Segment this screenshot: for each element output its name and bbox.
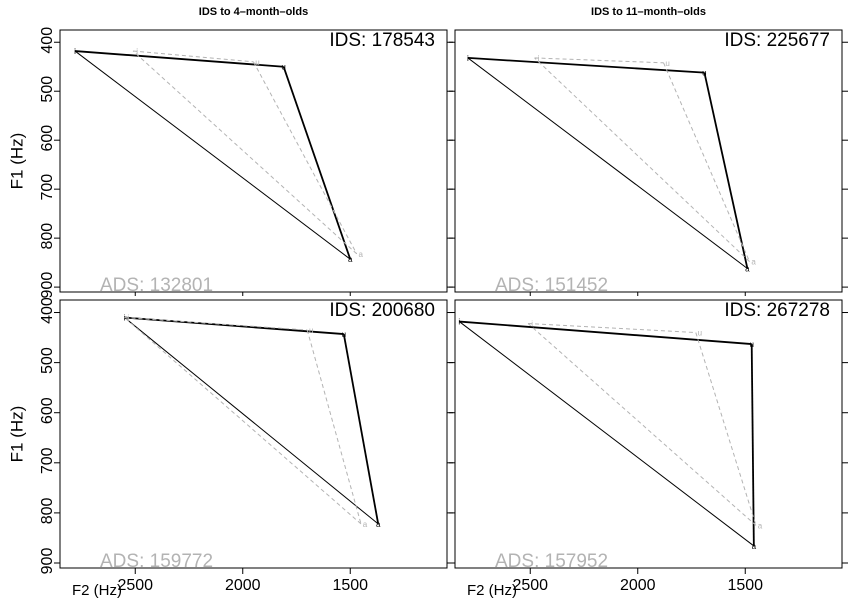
ads-edge-u-a (695, 332, 757, 526)
ids-edge-u-a (342, 333, 380, 525)
ads-point-i: i (538, 54, 540, 63)
ads-point-i: i (128, 314, 130, 323)
ids-point-i: i (458, 318, 460, 327)
ads-edge-a-i (124, 317, 362, 525)
ids-edge-a-i (458, 321, 755, 547)
ids-point-i: i (74, 47, 76, 56)
y-tick-label: 500 (39, 347, 56, 374)
x-tick-label: 2500 (117, 577, 153, 594)
ids-point-u: u (702, 69, 706, 78)
ads-edge-a-i (527, 323, 757, 526)
ids-edge-i-u (74, 50, 284, 68)
ids-value-label: IDS: 267278 (724, 300, 830, 321)
y-axis-label: F1 (Hz) (7, 406, 26, 463)
x-tick-label: 1500 (727, 577, 763, 594)
ads-edge-u-a (306, 329, 362, 525)
ids-value-label: IDS: 225677 (724, 30, 830, 51)
y-tick-label: 600 (39, 125, 56, 152)
y-tick-label: 400 (39, 297, 56, 324)
ads-edge-u-a (253, 61, 358, 255)
ids-point-a: a (752, 542, 757, 551)
ads-edge-i-u (133, 50, 254, 63)
ads-point-u: u (698, 329, 702, 338)
ads-edge-a-i (534, 57, 750, 263)
y-tick-label: 400 (39, 27, 56, 54)
ads-point-u: u (255, 58, 259, 67)
plot-frame (454, 299, 843, 569)
panel-title-2: IDS to 11–month–olds (591, 6, 706, 18)
ads-point-a: a (751, 258, 756, 267)
plot-frame (59, 29, 448, 293)
ids-point-i: i (467, 54, 469, 63)
x-tick-label: 2000 (225, 577, 261, 594)
ads-edge-a-i (132, 50, 358, 255)
panel-title-1: IDS to 4–month–olds (199, 6, 308, 18)
ids-edge-i-u (459, 320, 752, 345)
ids-point-u: u (749, 340, 753, 349)
ids-point-a: a (348, 255, 353, 264)
ads-value-label: ADS: 159772 (100, 551, 213, 572)
y-tick-label: 900 (39, 272, 56, 299)
ads-point-i: i (531, 320, 533, 329)
ads-point-a: a (358, 250, 363, 259)
ads-edge-i-u (534, 57, 664, 64)
ads-point-a: a (363, 520, 368, 529)
ids-edge-a-i (124, 317, 379, 525)
ads-point-u: u (309, 326, 313, 335)
ids-point-a: a (376, 520, 381, 529)
y-tick-label: 800 (39, 223, 56, 250)
x-tick-label: 1500 (332, 577, 368, 594)
ids-value-label: IDS: 178543 (329, 30, 435, 51)
x-tick-label: 2500 (512, 577, 548, 594)
ids-edge-a-i (467, 57, 748, 269)
ids-edge-i-u (467, 57, 705, 74)
y-axis-label: F1 (Hz) (7, 133, 26, 190)
y-tick-label: 600 (39, 397, 56, 424)
y-tick-label: 700 (39, 447, 56, 474)
y-tick-label: 900 (39, 548, 56, 575)
plot-frame (454, 29, 843, 293)
plot-frame (59, 299, 448, 569)
ids-point-u: u (281, 63, 285, 72)
ads-value-label: ADS: 151452 (495, 275, 608, 296)
ads-point-i: i (136, 47, 138, 56)
ads-edge-u-a (663, 62, 751, 262)
ids-point-u: u (342, 330, 346, 339)
panel-top-left: 400 500 600 700 800 900 i u a i u a IDS: 178543 ADS: … (39, 27, 453, 299)
ads-edge-i-u (124, 317, 308, 331)
panel-bottom-right: 2500 2000 1500 i u a i u a IDS: 267278 ADS: 157952 (449, 299, 848, 594)
ids-edge-a-i (74, 50, 351, 260)
panel-top-right: i u a i u a IDS: 225677 ADS: 151452 (449, 29, 848, 296)
y-tick-label: 700 (39, 174, 56, 201)
ads-point-u: u (665, 59, 669, 68)
ids-edge-u-a (282, 66, 352, 260)
x-axis-label: F2 (Hz) (72, 582, 122, 599)
ads-value-label: ADS: 132801 (100, 275, 213, 296)
ads-value-label: ADS: 157952 (495, 551, 608, 572)
y-tick-label: 800 (39, 497, 56, 524)
ads-point-a: a (758, 521, 763, 530)
y-tick-label: 500 (39, 76, 56, 103)
ids-edge-u-a (703, 72, 749, 269)
x-tick-label: 2000 (620, 577, 656, 594)
ids-value-label: IDS: 200680 (329, 300, 435, 321)
ids-edge-u-a (750, 344, 755, 546)
ids-point-a: a (745, 264, 750, 273)
x-axis-label: F2 (Hz) (467, 582, 517, 599)
